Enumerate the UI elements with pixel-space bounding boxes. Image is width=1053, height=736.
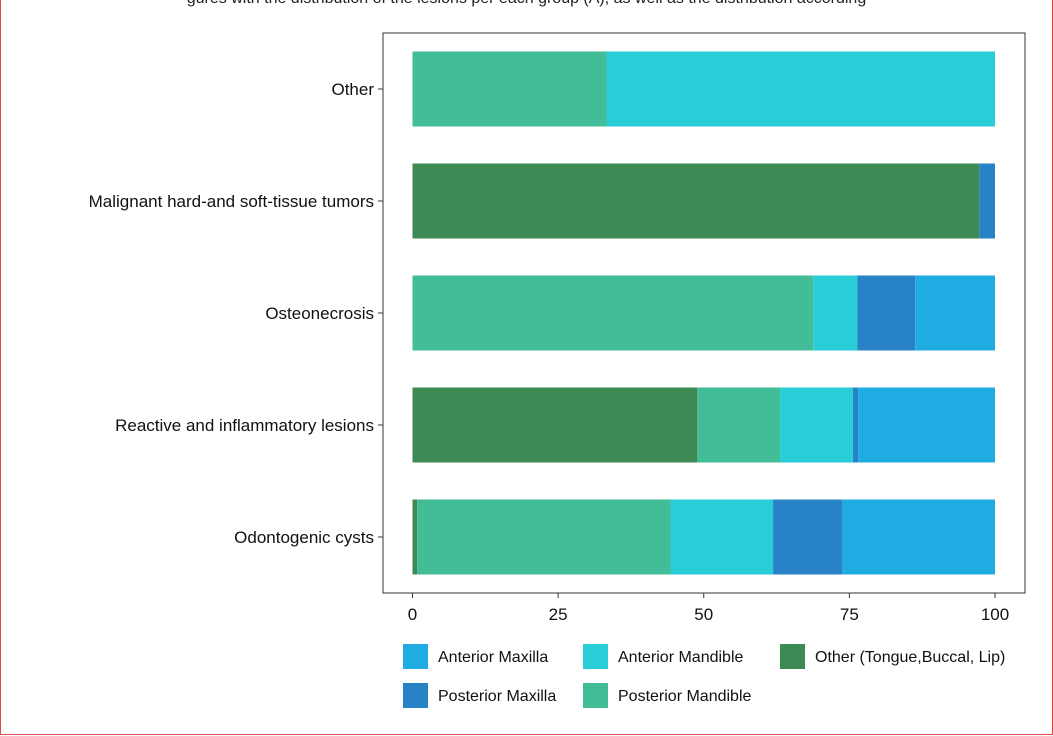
- legend-swatch-posterior-mandible: [583, 683, 608, 708]
- bar-reactive-and-inflammatory-lesions-posterior-mandible: [697, 387, 781, 463]
- legend-label-other-tongue-buccal-lip: Other (Tongue,Buccal, Lip): [815, 649, 1005, 666]
- legend: Anterior Maxilla Anterior Mandible Other (…: [403, 644, 1005, 708]
- x-tick-label-50: 50: [694, 605, 713, 624]
- bar-other-posterior-mandible: [412, 51, 607, 127]
- legend-label-posterior-mandible: Posterior Mandible: [618, 688, 752, 705]
- bars-layer: [412, 51, 995, 575]
- bar-odontogenic-cysts-anterior-mandible: [670, 499, 774, 575]
- x-tick-label-100: 100: [981, 605, 1009, 624]
- legend-swatch-other-tongue-buccal-lip: [780, 644, 805, 669]
- x-tick-label-0: 0: [408, 605, 417, 624]
- x-axis: 0 25 50 75 100: [408, 593, 1009, 624]
- bar-osteonecrosis-anterior-mandible: [813, 275, 858, 351]
- bar-reactive-and-inflammatory-lesions-other-tongue-buccal-lip: [412, 387, 698, 463]
- x-tick-label-75: 75: [840, 605, 859, 624]
- y-tick-label-reactive-and-inflammatory-lesions: Reactive and inflammatory lesions: [115, 416, 374, 435]
- bar-odontogenic-cysts-anterior-maxilla: [842, 499, 995, 575]
- y-tick-label-odontogenic-cysts: Odontogenic cysts: [234, 528, 374, 547]
- bar-odontogenic-cysts-other-tongue-buccal-lip: [412, 499, 418, 575]
- bar-osteonecrosis-posterior-maxilla: [857, 275, 916, 351]
- bar-other-anterior-mandible: [606, 51, 995, 127]
- y-axis: Odontogenic cysts Reactive and inflammato…: [89, 80, 383, 547]
- legend-swatch-anterior-maxilla: [403, 644, 428, 669]
- bar-osteonecrosis-anterior-maxilla: [915, 275, 995, 351]
- caption-fragment: gures with the distribution of the lesio…: [0, 0, 1053, 8]
- bar-reactive-and-inflammatory-lesions-anterior-mandible: [780, 387, 853, 463]
- bar-malignant-hard-and-soft-tissue-tumors-other-tongue-buccal-lip: [412, 163, 980, 239]
- y-tick-label-osteonecrosis: Osteonecrosis: [265, 304, 374, 323]
- bar-reactive-and-inflammatory-lesions-posterior-maxilla: [852, 387, 859, 463]
- legend-swatch-anterior-mandible: [583, 644, 608, 669]
- y-tick-label-other: Other: [331, 80, 374, 99]
- legend-label-anterior-mandible: Anterior Mandible: [618, 649, 744, 666]
- x-tick-label-25: 25: [549, 605, 568, 624]
- legend-label-posterior-maxilla: Posterior Maxilla: [438, 688, 556, 705]
- bar-osteonecrosis-posterior-mandible: [412, 275, 814, 351]
- legend-swatch-posterior-maxilla: [403, 683, 428, 708]
- legend-label-anterior-maxilla: Anterior Maxilla: [438, 649, 548, 666]
- bar-odontogenic-cysts-posterior-maxilla: [773, 499, 843, 575]
- bar-malignant-hard-and-soft-tissue-tumors-posterior-maxilla: [979, 163, 995, 239]
- y-tick-label-malignant-hard-and-soft-tissue-tumors: Malignant hard-and soft-tissue tumors: [89, 192, 374, 211]
- bar-odontogenic-cysts-posterior-mandible: [417, 499, 671, 575]
- bar-reactive-and-inflammatory-lesions-anterior-maxilla: [858, 387, 995, 463]
